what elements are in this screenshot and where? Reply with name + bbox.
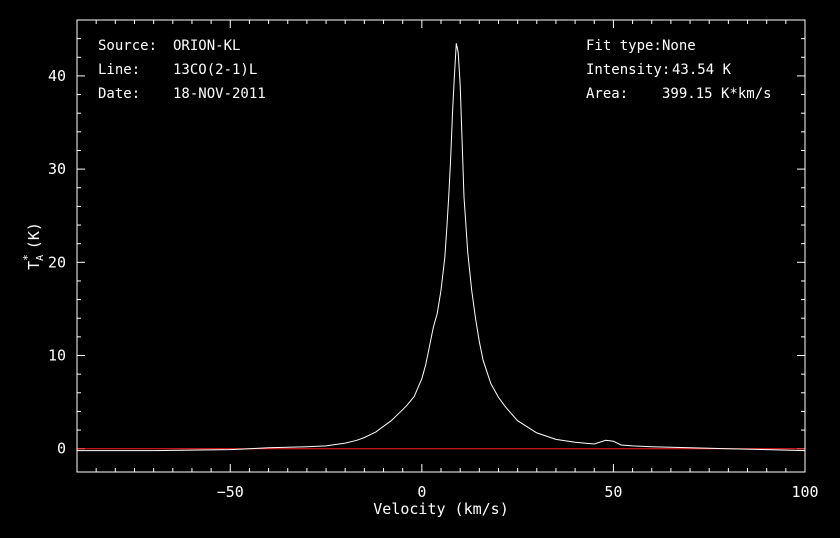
y-axis-label-main: T <box>25 261 43 270</box>
info-key-intensity: Intensity: <box>586 62 670 78</box>
y-tick-label: 30 <box>48 160 66 178</box>
axis-ticks <box>76 19 806 472</box>
x-tick-label: 100 <box>791 483 818 501</box>
y-axis-label-sup: * <box>21 254 34 261</box>
info-value-fit-type: None <box>662 38 696 54</box>
info-key-date: Date: <box>98 86 140 102</box>
y-tick-label: 20 <box>48 253 66 271</box>
info-key-area: Area: <box>586 86 628 102</box>
y-tick-label: 10 <box>48 347 66 365</box>
tick-labels: −50 0 50 100 0 10 20 30 40 <box>48 67 819 501</box>
spectrum-line <box>77 43 806 452</box>
y-tick-label: 40 <box>48 67 66 85</box>
info-value-source: ORION-KL <box>173 38 240 54</box>
info-key-line: Line: <box>98 62 140 78</box>
info-value-area: 399.15 K*km/s <box>662 86 772 102</box>
plot-frame <box>76 19 806 473</box>
info-block-left: Source: ORION-KL Line: 13CO(2-1)L Date: … <box>98 38 266 102</box>
y-axis-label: TA* (K) <box>21 222 46 270</box>
y-tick-label: 0 <box>57 440 66 458</box>
x-tick-label: −50 <box>217 483 244 501</box>
info-value-line: 13CO(2-1)L <box>173 62 257 78</box>
info-key-source: Source: <box>98 38 157 54</box>
x-axis-label: Velocity (km/s) <box>373 500 508 518</box>
x-tick-label: 0 <box>417 483 426 501</box>
y-axis-label-unit: (K) <box>25 222 43 249</box>
info-key-fit-type: Fit type: <box>586 38 662 54</box>
svg-text:TA*(K): TA* (K) <box>21 222 46 270</box>
info-value-intensity: 43.54 K <box>672 62 732 78</box>
y-axis-label-sub: A <box>35 255 46 261</box>
x-tick-label: 50 <box>604 483 622 501</box>
info-block-right: Fit type: None Intensity: 43.54 K Area: … <box>586 38 772 102</box>
info-value-date: 18-NOV-2011 <box>173 86 266 102</box>
